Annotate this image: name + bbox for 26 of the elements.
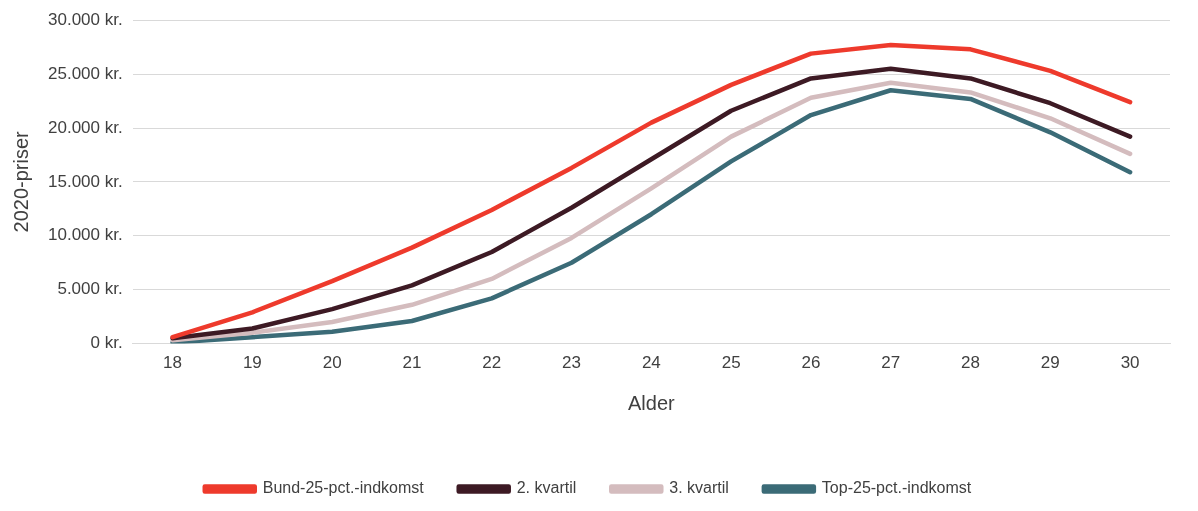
- x-tick-label: 23: [562, 353, 581, 373]
- y-tick-label: 5.000 kr.: [57, 279, 123, 299]
- y-axis-title: 2020-priser: [9, 130, 32, 233]
- x-tick-label: 29: [1040, 353, 1060, 373]
- x-tick-label: 21: [402, 353, 422, 373]
- x-tick-label: 28: [961, 353, 980, 373]
- y-tick-label: 15.000 kr.: [47, 171, 123, 191]
- x-axis-title: Alder: [627, 391, 676, 414]
- x-tick-label: 18: [163, 353, 183, 373]
- legend-label: Top-25-pct.-indkomst: [821, 479, 972, 497]
- x-tick-label: 30: [1120, 353, 1140, 373]
- x-tick-label: 25: [721, 353, 741, 373]
- x-tick-label: 26: [801, 353, 821, 373]
- x-tick-label: 27: [881, 353, 901, 373]
- x-tick-label: 24: [641, 353, 661, 373]
- legend-label: Bund-25-pct.-indkomst: [262, 479, 425, 497]
- legend-label: 3. kvartil: [669, 479, 729, 497]
- x-tick-label: 19: [242, 353, 262, 373]
- x-tick-label: 22: [482, 353, 502, 373]
- x-tick-label: 20: [322, 353, 342, 373]
- y-tick-label: 20.000 kr.: [47, 117, 123, 137]
- y-tick-label: 25.000 kr.: [47, 63, 123, 83]
- y-tick-label: 10.000 kr.: [47, 225, 123, 245]
- legend-label: 2. kvartil: [516, 479, 577, 497]
- y-tick-label: 30.000 kr.: [47, 9, 123, 29]
- y-tick-label: 0 kr.: [90, 333, 123, 353]
